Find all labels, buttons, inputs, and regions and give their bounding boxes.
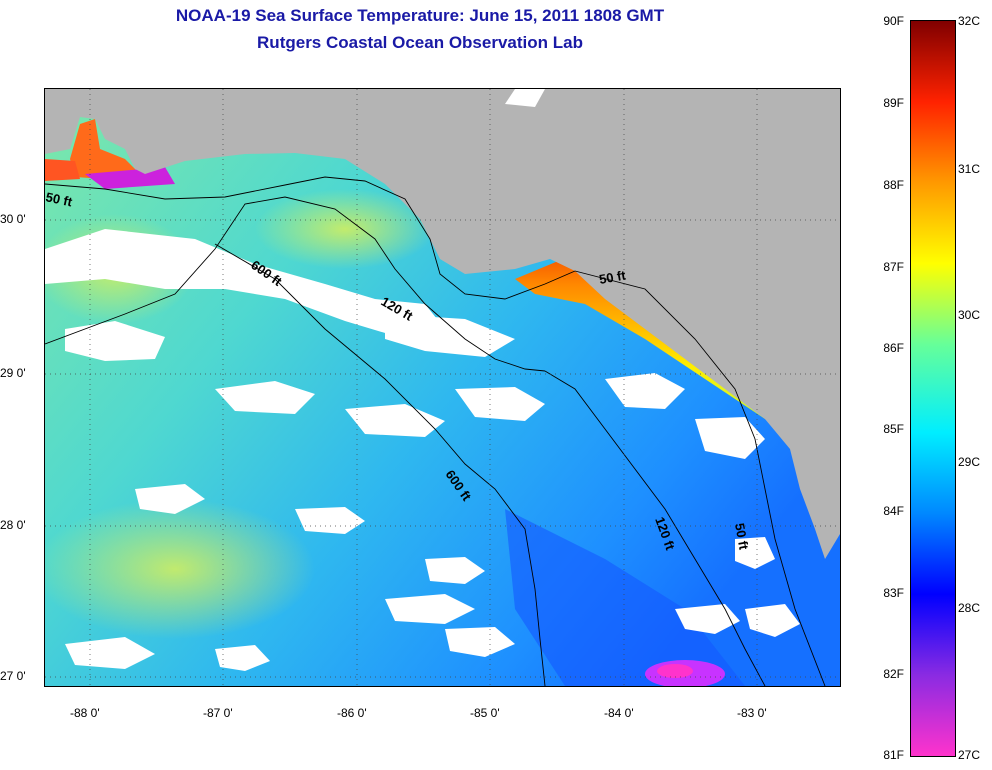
contour-600ft	[214, 243, 546, 686]
depth-contours	[45, 176, 826, 686]
colorbar-label-87f: 87F	[883, 260, 904, 274]
contour-label-50ft-bigbend: 50 ft	[598, 267, 628, 287]
sst-map: 50 ft 600 ft 120 ft 600 ft 120 ft 50 ft …	[44, 88, 841, 687]
colorbar-label-83f: 83F	[883, 586, 904, 600]
lon-label-85: -85 0'	[470, 706, 500, 720]
lon-label-87: -87 0'	[203, 706, 233, 720]
contour-label-50ft-nw: 50 ft	[45, 189, 74, 209]
contour-120ft-east	[544, 370, 766, 686]
map-subtitle: Rutgers Coastal Ocean Observation Lab	[257, 33, 583, 52]
colorbar-label-31c: 31C	[958, 162, 981, 176]
colorbar-label-84f: 84F	[883, 504, 904, 518]
colorbar-label-86f: 86F	[883, 341, 904, 355]
colorbar-label-30c: 30C	[958, 308, 981, 322]
lon-label-88: -88 0'	[70, 706, 100, 720]
colorbar-label-28c: 28C	[958, 601, 981, 615]
contour-label-50ft-south: 50 ft	[732, 522, 752, 552]
lat-label-29: 29 0'	[0, 366, 26, 380]
colorbar-label-85f: 85F	[883, 422, 904, 436]
lon-label-83: -83 0'	[737, 706, 767, 720]
cloud-cover	[45, 89, 800, 671]
lon-label-84: -84 0'	[604, 706, 634, 720]
colorbar-label-88f: 88F	[883, 178, 904, 192]
colorbar-label-29c: 29C	[958, 455, 981, 469]
colorbar-label-89f: 89F	[883, 96, 904, 110]
lat-label-30: 30 0'	[0, 212, 26, 226]
colorbar-label-27c: 27C	[958, 748, 981, 762]
colorbar-label-32c: 32C	[958, 14, 981, 28]
map-title: NOAA-19 Sea Surface Temperature: June 15…	[175, 6, 665, 25]
colorbar-label-90f: 90F	[883, 14, 904, 28]
lon-label-86: -86 0'	[337, 706, 367, 720]
lat-label-28: 28 0'	[0, 518, 26, 532]
colorbar-label-82f: 82F	[883, 667, 904, 681]
contour-120ft-west	[45, 196, 546, 372]
temperature-colorbar	[910, 20, 956, 757]
contour-50ft-west	[45, 176, 576, 300]
lat-label-27: 27 0'	[0, 669, 26, 683]
land-mass	[45, 89, 840, 559]
colorbar-label-81f: 81F	[883, 748, 904, 762]
contour-50ft-east	[574, 270, 826, 686]
